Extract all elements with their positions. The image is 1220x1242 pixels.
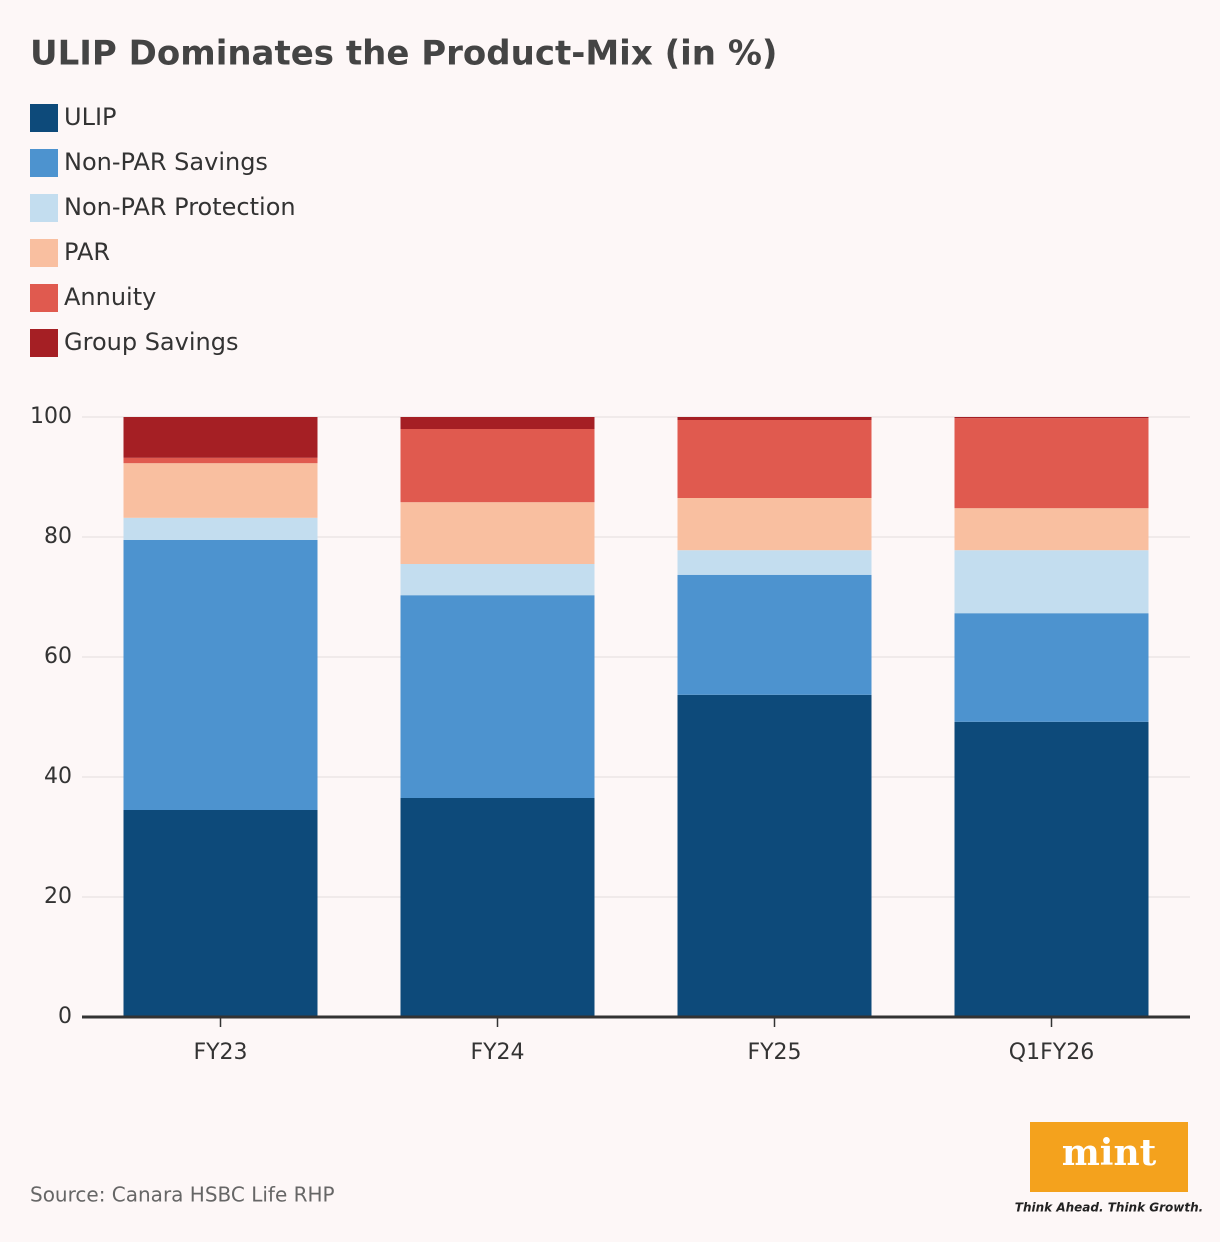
- bar-segment: [123, 810, 318, 1017]
- legend-label: Non-PAR Savings: [64, 148, 268, 176]
- bar-segment: [400, 429, 595, 503]
- x-tick-label: FY23: [193, 1040, 247, 1065]
- legend-swatch: [30, 104, 58, 132]
- legend-swatch: [30, 194, 58, 222]
- bar-segment: [677, 550, 872, 575]
- logo: mint: [1062, 1132, 1157, 1174]
- legend-swatch: [30, 239, 58, 267]
- bar-segment: [677, 574, 872, 695]
- bar-segment: [123, 517, 318, 540]
- bar-segment: [677, 498, 872, 551]
- bar-segment: [677, 420, 872, 498]
- bar-segment: [123, 457, 318, 464]
- bar-segment: [954, 418, 1149, 509]
- bar-segment: [954, 508, 1149, 551]
- bar-segment: [123, 463, 318, 518]
- bar-segment: [400, 502, 595, 564]
- bar-segment: [954, 417, 1149, 419]
- y-tick-label: 60: [44, 644, 72, 669]
- legend-label: Annuity: [64, 283, 156, 311]
- y-tick-label: 80: [44, 524, 72, 549]
- bar-segment: [123, 417, 318, 458]
- legend-label: ULIP: [64, 103, 117, 131]
- bar-segment: [677, 417, 872, 420]
- x-tick-label: FY24: [470, 1040, 524, 1065]
- y-tick-label: 20: [44, 884, 72, 909]
- y-tick-label: 0: [58, 1004, 72, 1029]
- legend-swatch: [30, 149, 58, 177]
- bar-segment: [400, 798, 595, 1017]
- tagline: Think Ahead. Think Growth.: [1015, 1201, 1203, 1215]
- bar-segment: [400, 417, 595, 429]
- bar-segment: [954, 721, 1149, 1017]
- bar-segment: [123, 540, 318, 810]
- bar-segment: [400, 595, 595, 798]
- legend-label: PAR: [64, 238, 110, 266]
- bar-segment: [677, 694, 872, 1017]
- bar-segment: [400, 564, 595, 596]
- x-tick-label: Q1FY26: [1009, 1040, 1094, 1065]
- legend-label: Non-PAR Protection: [64, 193, 296, 221]
- bar-segment: [954, 550, 1149, 614]
- legend-swatch: [30, 329, 58, 357]
- chart-title: ULIP Dominates the Product-Mix (in %): [30, 34, 777, 74]
- source: Source: Canara HSBC Life RHP: [30, 1183, 335, 1207]
- y-tick-label: 40: [44, 764, 72, 789]
- legend-label: Group Savings: [64, 328, 238, 356]
- logo-box: [1030, 1122, 1188, 1192]
- x-tick-label: FY25: [747, 1040, 801, 1065]
- bar-segment: [954, 613, 1149, 722]
- y-tick-label: 100: [30, 404, 72, 429]
- legend-swatch: [30, 284, 58, 312]
